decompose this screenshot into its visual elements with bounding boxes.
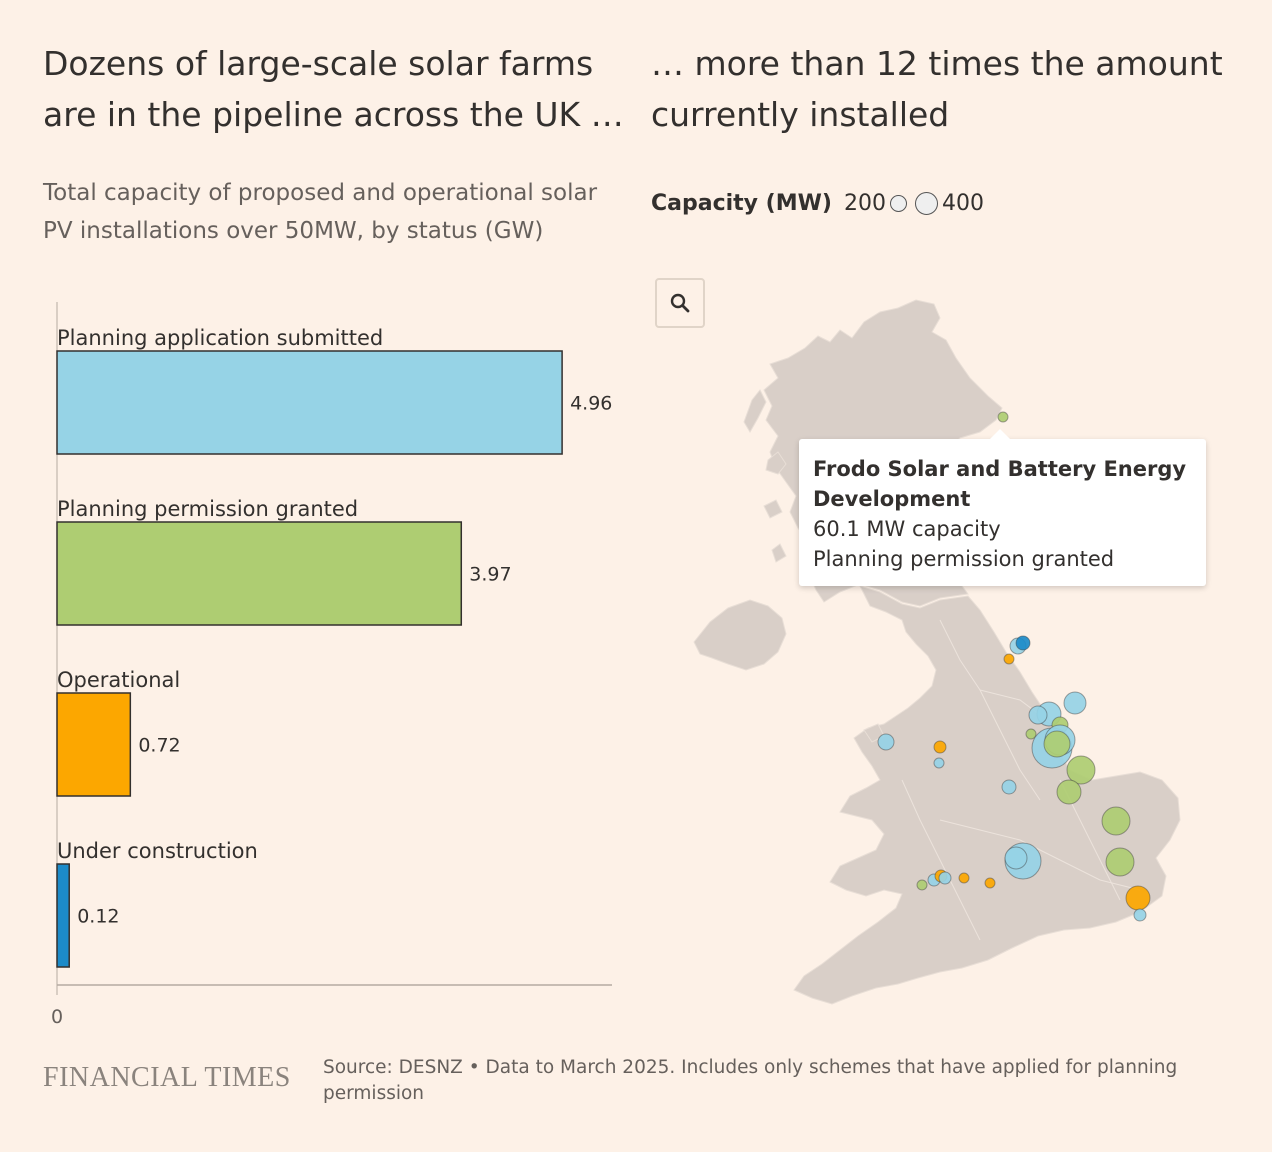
- map-point[interactable]: [1056, 779, 1082, 805]
- map-point[interactable]: [1101, 806, 1131, 836]
- map-point[interactable]: [1063, 691, 1087, 715]
- tooltip-arrow: [989, 429, 1011, 440]
- map-tooltip: Frodo Solar and Battery Energy Developme…: [799, 429, 1206, 586]
- bar-value-label: 0.12: [77, 906, 119, 928]
- hebrides-shape: [743, 389, 767, 433]
- map-point[interactable]: [933, 740, 947, 754]
- x-tick-label: 0: [51, 1006, 63, 1028]
- bar: [56, 521, 463, 626]
- map-point[interactable]: [1004, 846, 1028, 870]
- bar: [56, 350, 563, 455]
- map-point[interactable]: [958, 872, 970, 884]
- headline-left: Dozens of large-scale solar farms are in…: [43, 44, 624, 134]
- bar: [56, 692, 132, 797]
- legend-small-circle: [889, 194, 907, 212]
- zoom-button[interactable]: [655, 278, 705, 328]
- map-point[interactable]: [1003, 653, 1015, 665]
- tooltip-capacity: 60.1 MW capacity: [813, 517, 1001, 541]
- search-icon: [670, 293, 690, 313]
- chart-subtitle: Total capacity of proposed and operation…: [43, 180, 598, 244]
- map-point[interactable]: [1066, 755, 1096, 785]
- map-points: [877, 411, 1151, 922]
- legend-small-value: 200: [843, 190, 886, 216]
- county-line: [901, 779, 981, 941]
- tooltip-name: Frodo Solar and Battery Energy Developme…: [813, 457, 1187, 511]
- mull-shape: [763, 499, 783, 519]
- bar-value-label: 3.97: [469, 564, 511, 586]
- uk-map[interactable]: [640, 260, 1220, 1020]
- bar-value-label: 4.96: [570, 393, 612, 415]
- northern-ireland-shape: [693, 599, 787, 671]
- county-line: [939, 619, 1041, 801]
- bar-value-label: 0.72: [138, 735, 180, 757]
- tooltip-status: Planning permission granted: [813, 547, 1115, 571]
- capacity-legend: Capacity (MW) 200 400: [651, 186, 984, 220]
- bar-category-label: Planning application submitted: [57, 326, 383, 350]
- england-wales-shape: [793, 585, 1181, 1005]
- bar: [56, 863, 70, 968]
- map-point[interactable]: [1025, 728, 1037, 740]
- bar-category-label: Under construction: [57, 839, 258, 863]
- map-point[interactable]: [1028, 705, 1048, 725]
- islay-shape: [771, 543, 787, 563]
- map-point[interactable]: [1133, 908, 1147, 922]
- map-point[interactable]: [933, 757, 945, 769]
- map-point[interactable]: [984, 877, 996, 889]
- map-point[interactable]: [997, 411, 1009, 423]
- legend-label: Capacity (MW): [651, 190, 832, 216]
- headline-right: … more than 12 times the amount currentl…: [651, 44, 1223, 134]
- skye-shape: [765, 451, 787, 475]
- map-point[interactable]: [1125, 885, 1151, 911]
- map-point[interactable]: [1015, 635, 1031, 651]
- map-point[interactable]: [1105, 847, 1135, 877]
- bar-category-label: Planning permission granted: [57, 497, 358, 521]
- map-point[interactable]: [916, 879, 928, 891]
- county-line: [939, 819, 1141, 891]
- ft-logo: FINANCIAL TIMES: [43, 1062, 291, 1093]
- map-point[interactable]: [1043, 730, 1071, 758]
- source-note: Source: DESNZ • Data to March 2025. Incl…: [323, 1057, 1178, 1104]
- map-land: [693, 299, 1181, 1005]
- map-point[interactable]: [1001, 779, 1017, 795]
- map-point[interactable]: [938, 871, 952, 885]
- legend-large-value: 400: [941, 190, 984, 216]
- map-point[interactable]: [877, 733, 895, 751]
- legend-large-circle: [914, 191, 938, 215]
- bar-category-label: Operational: [57, 668, 180, 692]
- bar-chart: Planning application submitted 4.96 Planni…: [51, 302, 612, 1028]
